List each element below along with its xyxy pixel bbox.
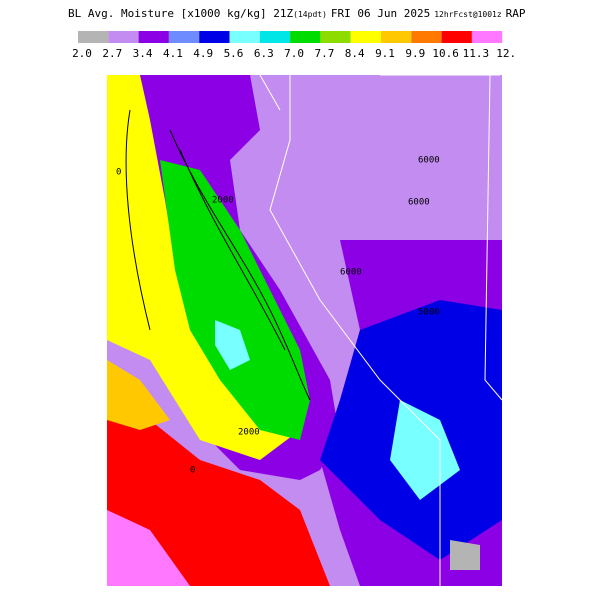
title: BL Avg. Moisture [x1000 kg/kg] 21Z(14pdt… [68,7,526,20]
model: RAP [506,7,526,20]
date: FRI 06 Jun 2025 [331,7,430,20]
contour-labels: 6000 6000 6000 5000 2000 2000 0 0 [116,156,440,476]
colorbar-label: 4.1 [163,47,183,60]
colorbar-label: 3.4 [133,47,153,60]
colorbar-label: 10.6 [432,47,459,60]
color-swatch [138,31,169,43]
contour-label: 6000 [340,268,362,278]
contour-label: 0 [190,466,195,476]
color-swatch [441,31,472,43]
field-yellow [107,75,300,460]
contour-label: 2000 [238,428,260,438]
contour-label: 0 [116,168,121,178]
color-swatch [411,31,442,43]
local-time: (14pdt) [293,10,327,19]
colorbar-label: 9.9 [405,47,425,60]
color-swatch [320,31,351,43]
field-red [107,420,330,586]
field-cyan [215,320,250,370]
state-borders [259,74,503,586]
colorbar-label: 2.7 [102,47,122,60]
forecast: 12hrFcst@1001z [434,10,502,19]
colorbar-label: 4.9 [193,47,213,60]
contour-label: 6000 [408,198,430,208]
field-green [160,160,310,440]
colorbar: 2.0 2.7 3.4 4.1 4.9 5.6 6.3 7.0 7.7 8.4 9.1 9.9 10.6… [72,31,516,60]
colorbar-label: 12. [496,47,516,60]
color-swatch [259,31,291,43]
colorbar-label: 11.3 [463,47,490,60]
colorbar-label: 8.4 [345,47,365,60]
title-main: BL Avg. Moisture [x1000 kg/kg] 21Z [68,7,294,20]
color-swatch [290,31,321,43]
color-swatch [199,31,230,43]
colorbar-label: 7.7 [314,47,334,60]
color-swatch [350,31,381,43]
colorbar-label: 6.3 [254,47,274,60]
map-field [107,74,503,586]
color-swatch [168,31,200,43]
colorbar-label: 7.0 [284,47,304,60]
field-orange [107,360,170,430]
contour-label: 6000 [418,156,440,166]
colorbar-label: 9.1 [375,47,395,60]
contour-label: 2000 [212,196,234,206]
colorbar-label: 2.0 [72,47,92,60]
field-light-cyan [390,400,460,500]
contour-label: 5000 [418,308,440,318]
field-pink [107,510,190,586]
color-swatch [229,31,260,43]
color-swatch [78,31,109,43]
colorbar-label: 5.6 [224,47,244,60]
contours [125,109,311,401]
color-swatch [108,31,139,43]
color-swatch [471,31,503,43]
color-swatch [381,31,412,43]
field-gray [450,540,480,570]
